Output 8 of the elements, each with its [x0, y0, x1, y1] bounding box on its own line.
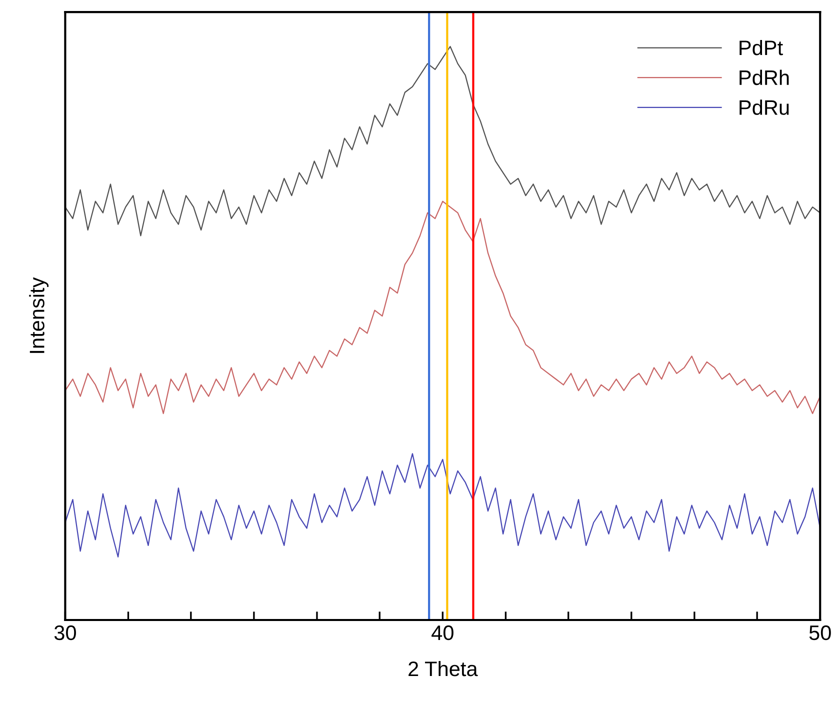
legend-label: PdPt [740, 40, 783, 56]
x-axis-title: 2 Theta [408, 660, 478, 676]
legend-label: PdRu [740, 100, 789, 115]
x-tick-label: 50 [809, 625, 831, 640]
legend-label: PdRh [740, 70, 789, 86]
x-tick-label: 40 [432, 625, 454, 640]
y-axis-title: Intensity [29, 277, 49, 353]
x-tick-label: 30 [54, 625, 76, 640]
